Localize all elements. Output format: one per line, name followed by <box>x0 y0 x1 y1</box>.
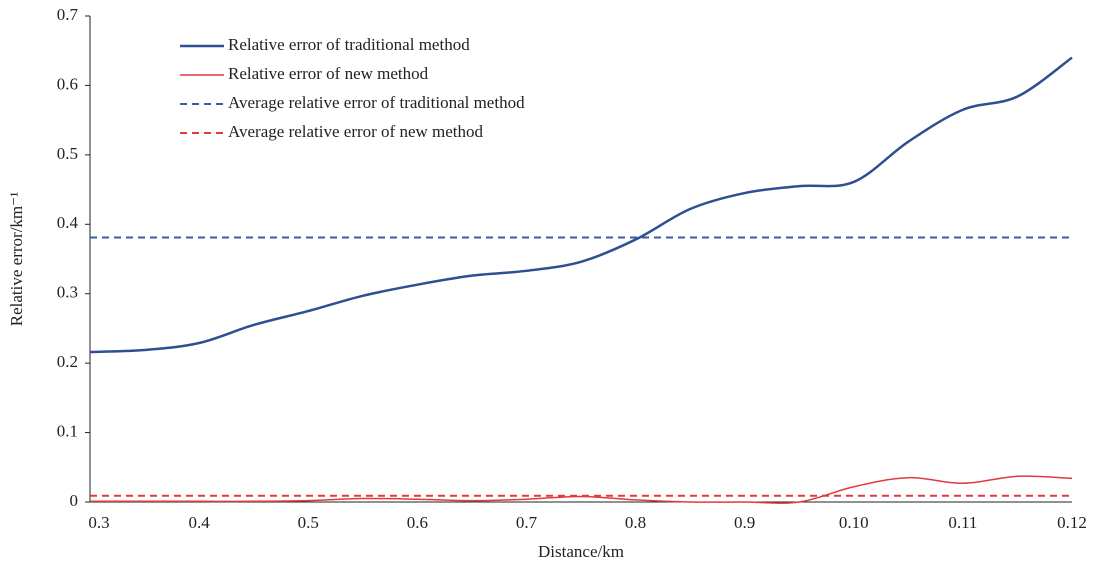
x-axis-label: Distance/km <box>538 542 624 561</box>
x-tick-label: 0.5 <box>298 513 319 532</box>
x-tick-label: 0.8 <box>625 513 646 532</box>
y-tick-label: 0 <box>70 491 79 510</box>
y-tick-label: 0.7 <box>57 5 79 24</box>
legend-label: Average relative error of new method <box>228 122 484 141</box>
x-tick-label: 0.7 <box>516 513 538 532</box>
y-tick-label: 0.6 <box>57 74 78 93</box>
y-tick-label: 0.5 <box>57 144 78 163</box>
series-line <box>89 475 1073 504</box>
y-tick-label: 0.2 <box>57 352 78 371</box>
legend-label: Average relative error of traditional me… <box>228 93 525 112</box>
legend-label: Relative error of new method <box>228 64 429 83</box>
x-tick-label: 0.11 <box>948 513 977 532</box>
x-tick-label: 0.3 <box>88 513 109 532</box>
y-tick-label: 0.1 <box>57 421 78 440</box>
y-axis-label: Relative error/km⁻¹ <box>7 192 26 326</box>
y-tick-label: 0.4 <box>57 213 79 232</box>
x-tick-label: 0.4 <box>188 513 210 532</box>
x-tick-label: 0.9 <box>734 513 755 532</box>
x-tick-label: 0.12 <box>1057 513 1087 532</box>
series-line <box>89 56 1073 354</box>
legend-label: Relative error of traditional method <box>228 35 470 54</box>
x-tick-label: 0.10 <box>839 513 869 532</box>
x-tick-label: 0.6 <box>407 513 428 532</box>
y-tick-label: 0.3 <box>57 283 78 302</box>
